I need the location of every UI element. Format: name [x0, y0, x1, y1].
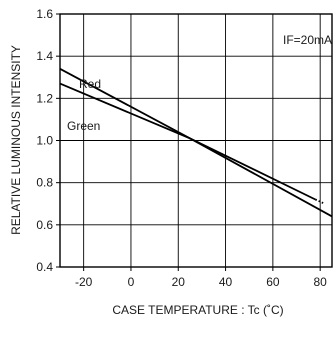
x-axis-label: CASE TEMPERATURE : Tc (˚C) — [112, 303, 283, 317]
x-tick-label: 80 — [313, 275, 327, 289]
y-axis-label: RELATIVE LUMINOUS INTENSITY — [9, 45, 23, 235]
y-tick-label: 1.2 — [36, 91, 53, 105]
y-tick-label: 0.8 — [36, 176, 53, 190]
current-annotation: IF=20mA — [283, 33, 332, 47]
legend-green-label: Green — [67, 119, 100, 133]
x-tick-label: 40 — [219, 275, 233, 289]
tick-labels: -20 0 20 40 60 80 0.4 0.6 0.8 1.0 1.2 1.4 1.6 — [36, 7, 327, 289]
y-tick-label: 1.4 — [36, 49, 53, 63]
legend-red-label: Red — [79, 77, 101, 91]
tick-marks — [56, 13, 321, 271]
y-tick-label: 0.4 — [36, 260, 53, 274]
y-tick-label: 1.0 — [36, 134, 53, 148]
y-tick-label: 0.6 — [36, 218, 53, 232]
x-tick-label: 20 — [172, 275, 186, 289]
series-lines — [59, 68, 333, 218]
x-tick-label: 60 — [266, 275, 280, 289]
x-tick-label: 0 — [128, 275, 135, 289]
y-tick-label: 1.6 — [36, 7, 53, 21]
x-tick-label: -20 — [75, 275, 93, 289]
series-line-green — [59, 82, 333, 218]
